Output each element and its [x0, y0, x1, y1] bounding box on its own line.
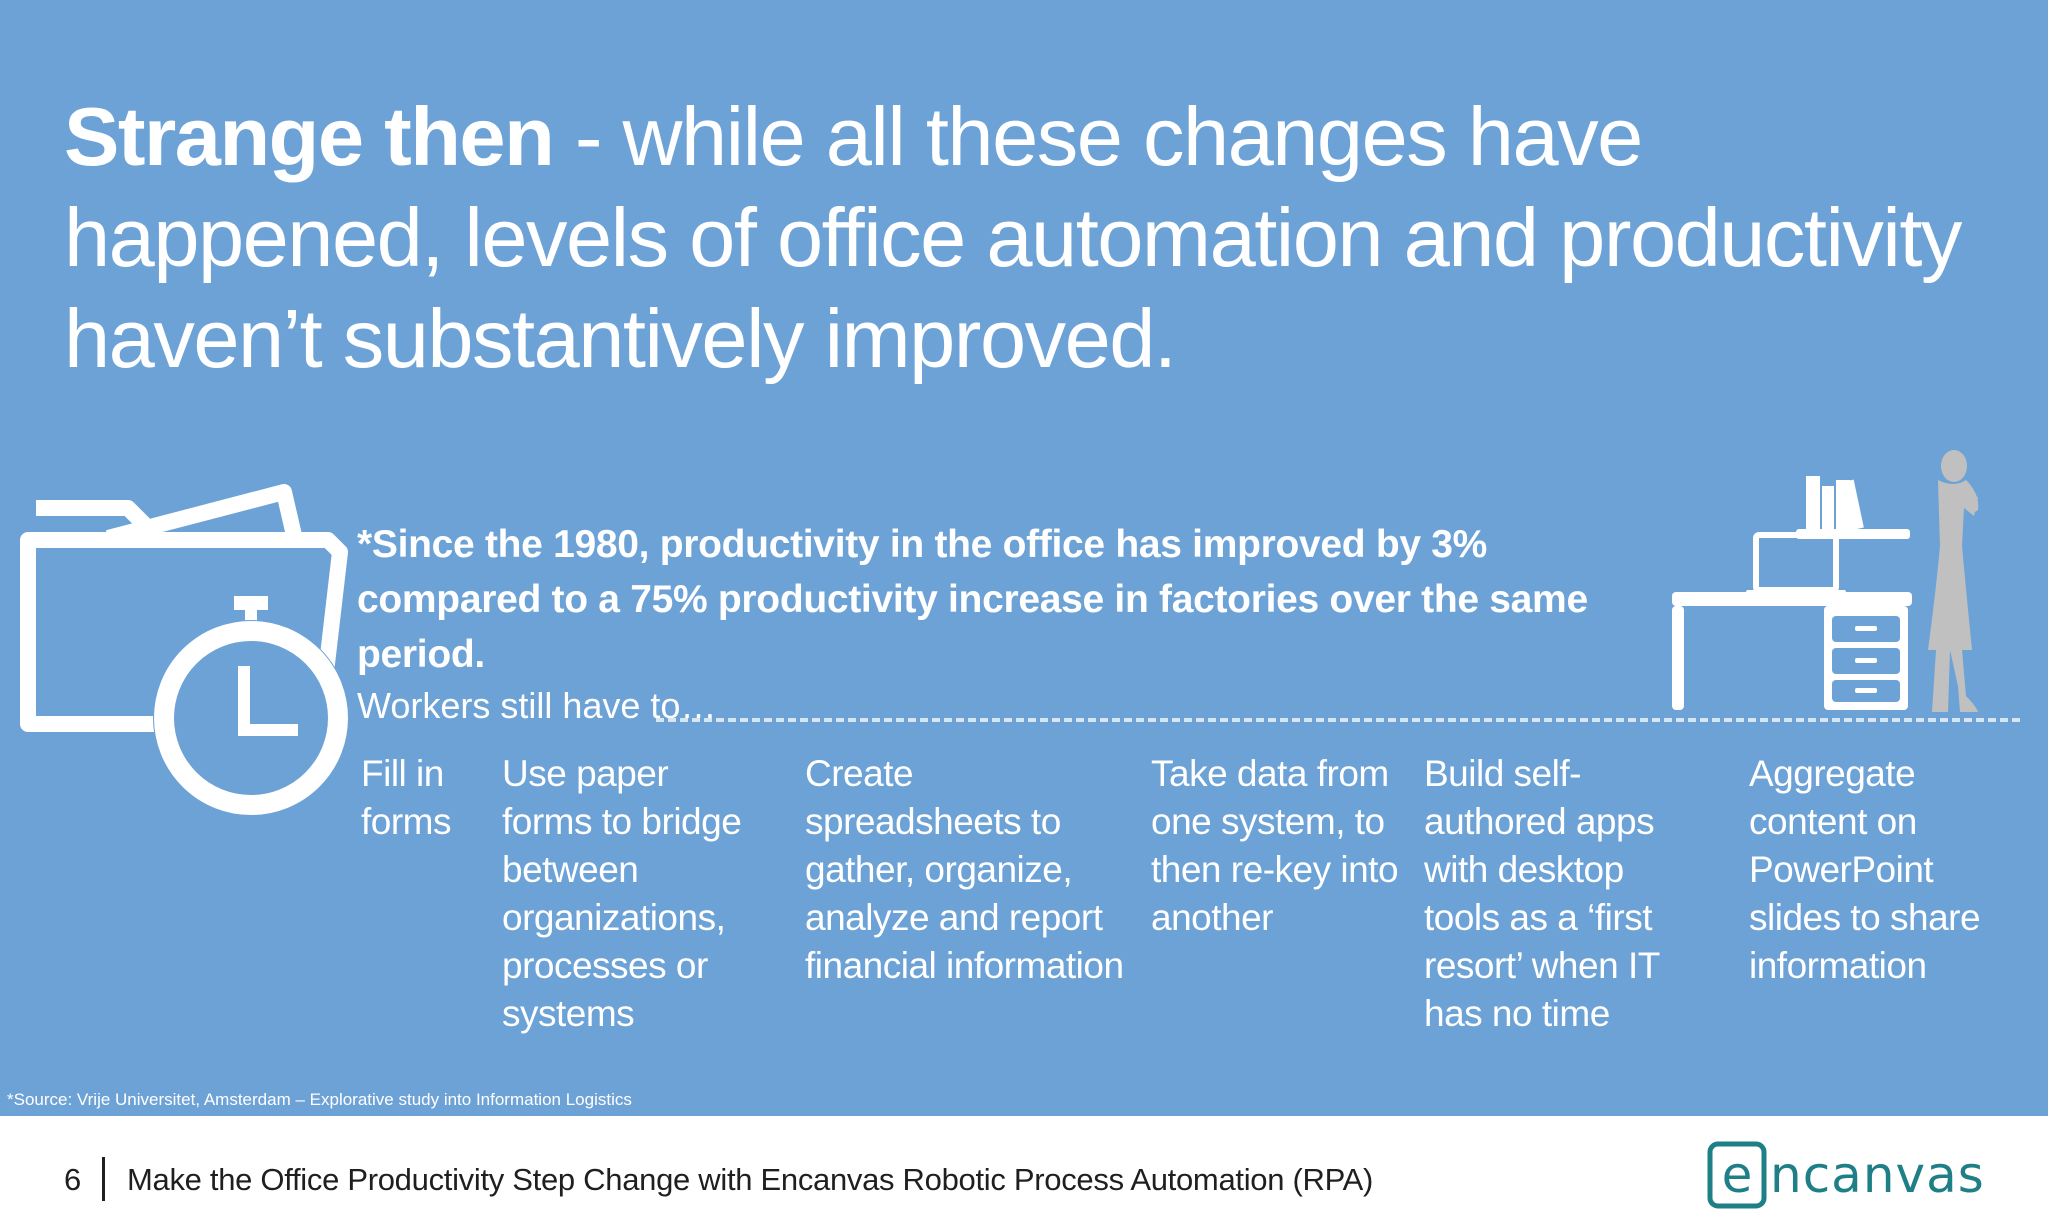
productivity-statistic: *Since the 1980, productivity in the off… — [357, 523, 1588, 676]
headline: Strange then - while all these changes h… — [64, 86, 1994, 389]
task-item: Take data from one system, to then re-ke… — [1151, 753, 1399, 938]
task-item: Aggregate content on PowerPoint slides t… — [1749, 753, 1981, 986]
folder-stopwatch-icon — [20, 484, 349, 816]
task-item: Use paper forms to bridge between organi… — [502, 753, 742, 1034]
task-item: Create spreadsheets to gather, organize,… — [805, 753, 1124, 986]
task-item: Fill in forms — [361, 753, 452, 842]
footer-title: Make the Office Productivity Step Change… — [127, 1162, 1374, 1197]
footer-bar — [0, 1116, 2048, 1229]
task-item: Build self-authored apps with desktop to… — [1424, 753, 1660, 1034]
folder-icon — [20, 484, 348, 732]
page-number: 6 — [64, 1162, 82, 1197]
stopwatch-icon — [153, 596, 349, 816]
headline-bold: Strange then — [64, 90, 555, 183]
headline-rest: - while all these changes have happened,… — [64, 90, 1962, 385]
svg-text:ncanvas: ncanvas — [1770, 1146, 1985, 1204]
person-silhouette-icon — [1928, 450, 1979, 712]
office-desk-icon — [1672, 450, 1979, 712]
dashed-divider — [656, 718, 2020, 722]
encanvas-logo: e ncanvas — [1707, 1141, 1985, 1209]
footer-divider — [102, 1157, 105, 1201]
svg-text:e: e — [1722, 1146, 1753, 1204]
slide-body: Strange then - while all these changes h… — [0, 0, 2048, 1116]
source-citation: *Source: Vrije Universitet, Amsterdam – … — [7, 1090, 632, 1109]
